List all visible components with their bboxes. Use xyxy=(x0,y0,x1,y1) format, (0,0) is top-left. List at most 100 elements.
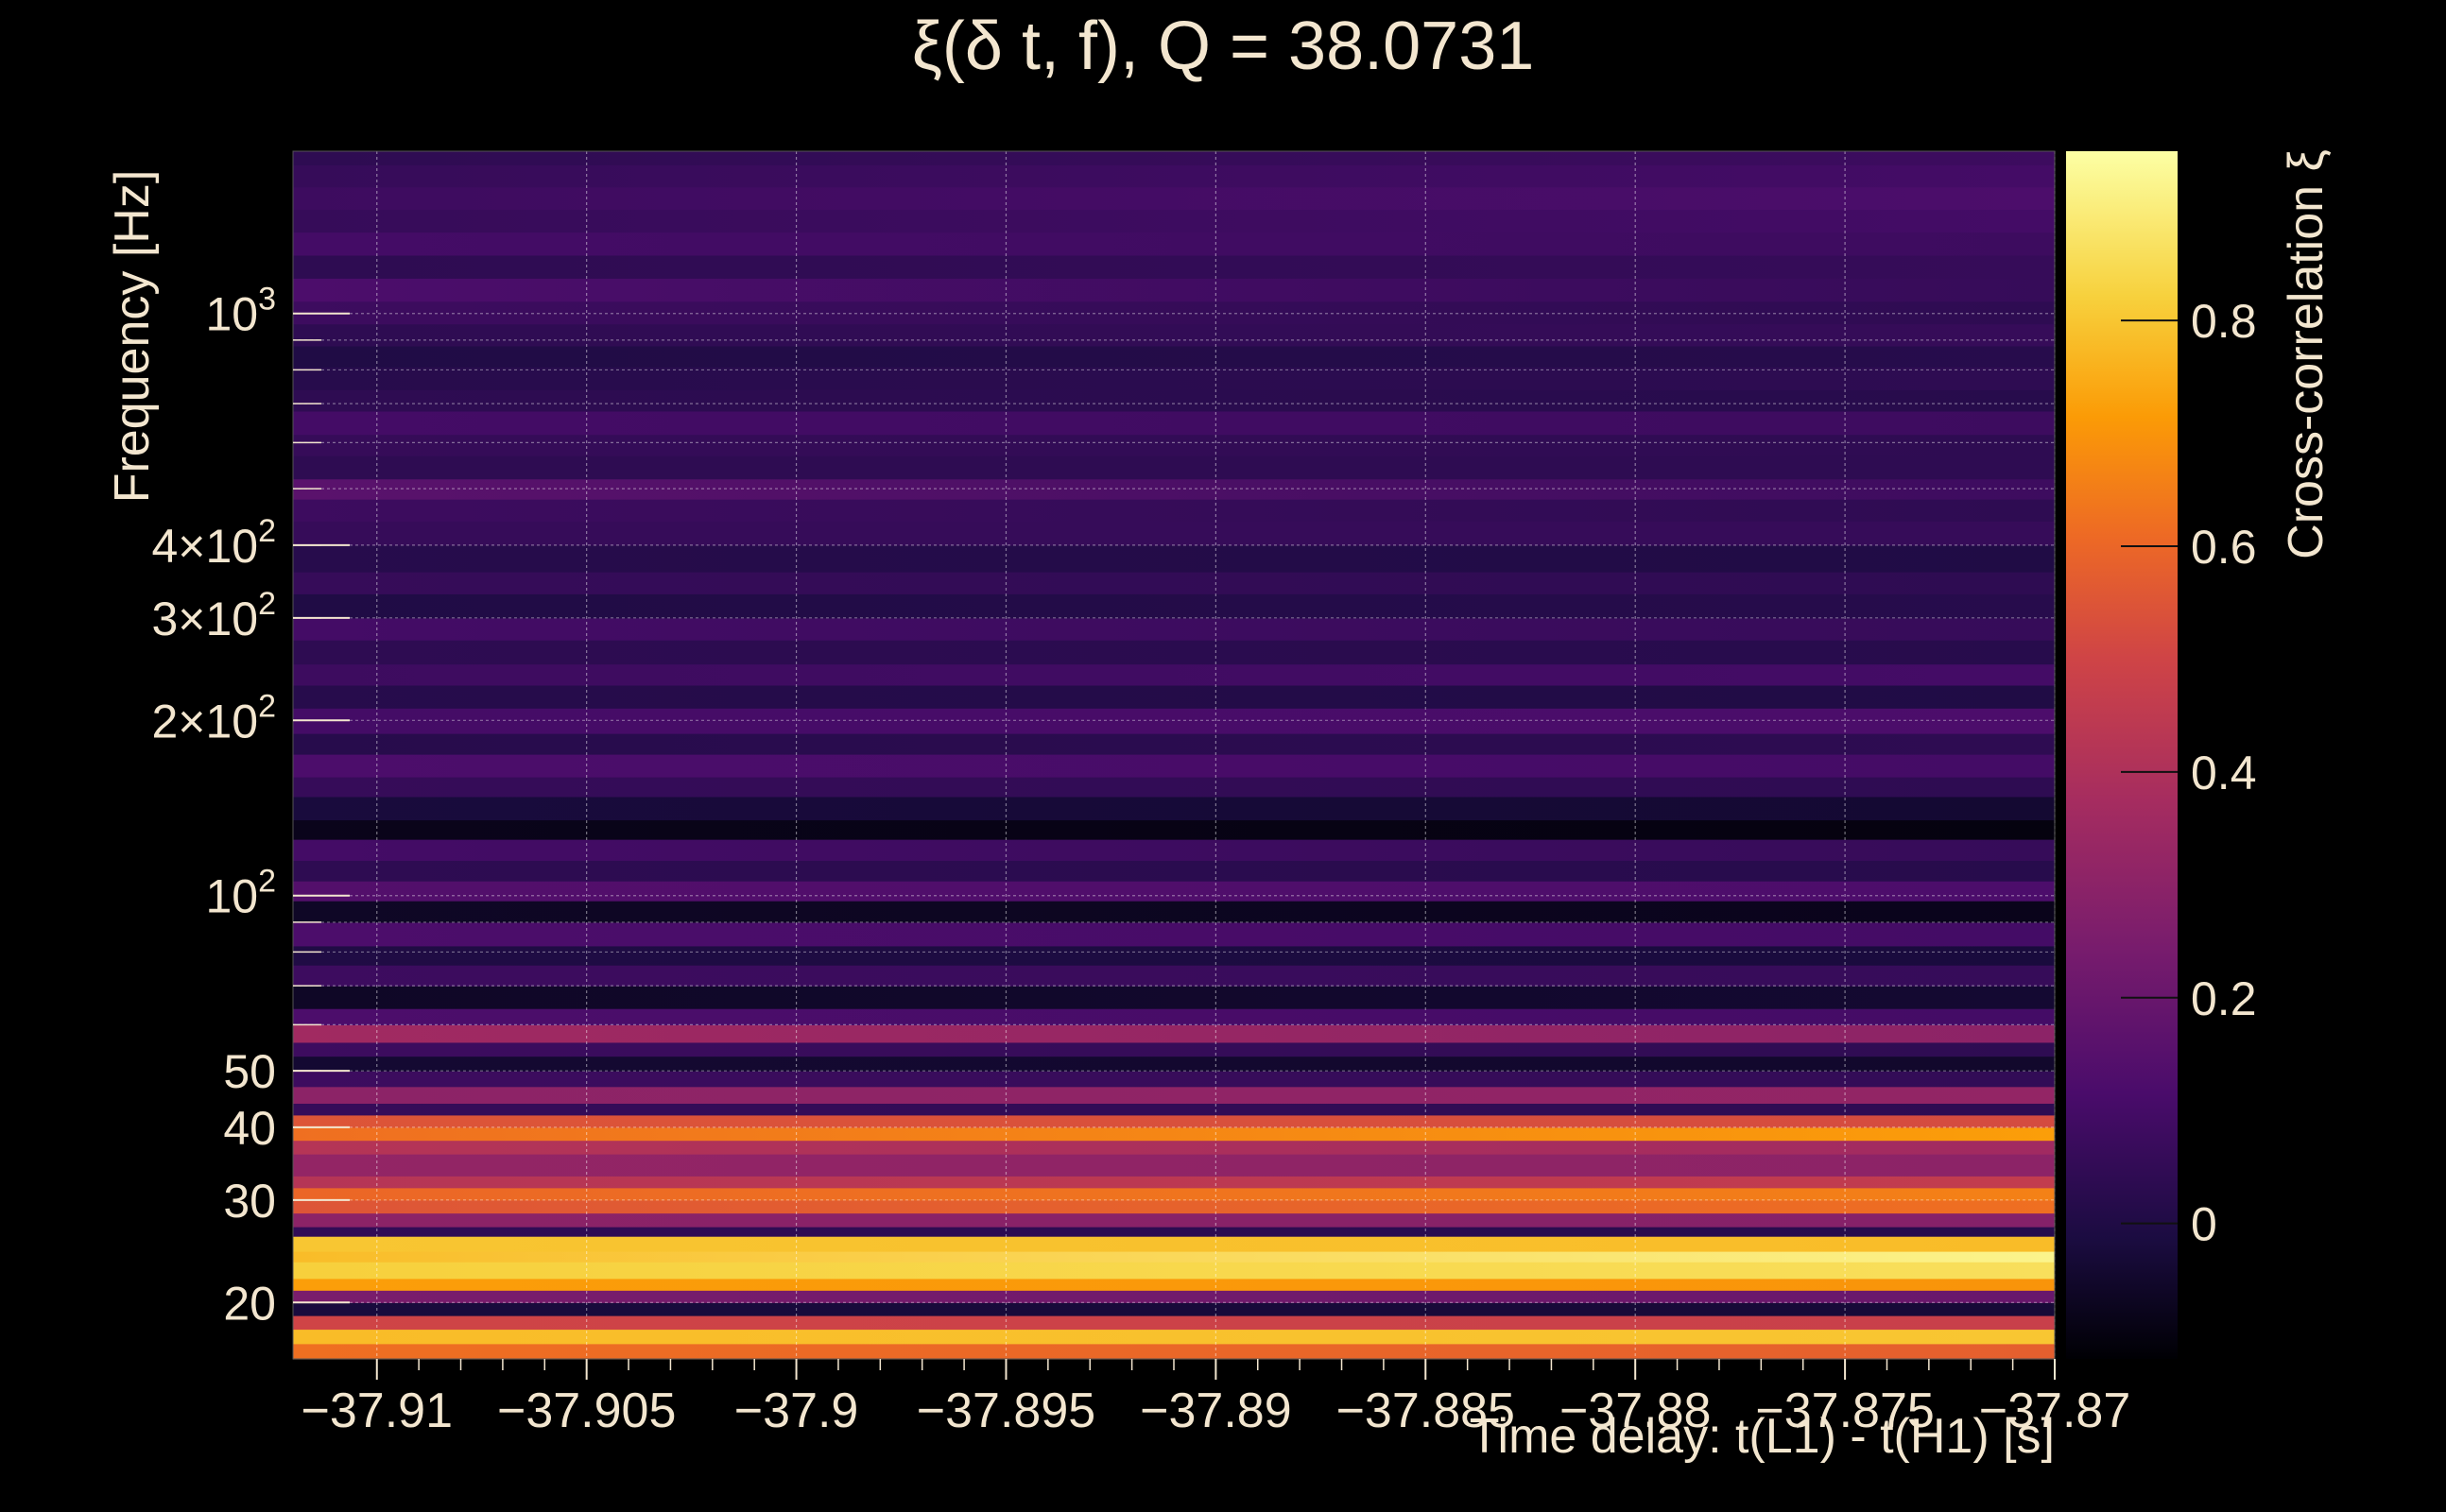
y-tick-label: 3×102 xyxy=(151,586,276,645)
heatmap-band xyxy=(293,965,2055,987)
heatmap-band xyxy=(293,986,2055,1009)
heatmap-band xyxy=(293,1262,2055,1280)
x-tick-label: −37.87 xyxy=(1979,1383,2131,1438)
heatmap-band xyxy=(293,254,2055,279)
heatmap-band xyxy=(293,1103,2055,1116)
x-tick-label: −37.885 xyxy=(1336,1383,1515,1438)
heatmap-band xyxy=(293,593,2055,619)
heatmap-band xyxy=(293,1154,2055,1177)
x-tick-label: −37.905 xyxy=(497,1383,676,1438)
heatmap-band xyxy=(293,164,2055,188)
colorbar-axis: 0 0.2 0.4 0.6 0.8 xyxy=(2121,295,2257,1251)
heatmap-band xyxy=(293,1024,2055,1043)
heatmap-band xyxy=(293,1056,2055,1072)
heatmap-band xyxy=(293,186,2055,211)
heatmap-band xyxy=(293,572,2055,594)
heatmap-band xyxy=(293,345,2055,368)
chart-title: ξ(δ t, f), Q = 38.0731 xyxy=(911,9,1535,84)
x-axis: −37.91 −37.905 −37.9 −37.895 −37.89 −37.885 −3… xyxy=(301,1359,2131,1438)
x-tick-label: −37.875 xyxy=(1755,1383,1934,1438)
heatmap-band xyxy=(293,521,2055,546)
heatmap-band xyxy=(293,499,2055,522)
colorbar xyxy=(2066,151,2178,1359)
heatmap-band xyxy=(293,232,2055,256)
heatmap-band xyxy=(293,860,2055,882)
y-tick-label: 30 xyxy=(223,1175,276,1228)
heatmap-band xyxy=(293,278,2055,302)
heatmap-band xyxy=(293,301,2055,325)
heatmap-band xyxy=(293,819,2055,840)
heatmap-band xyxy=(293,1114,2055,1128)
colorbar-tick-label: 0.2 xyxy=(2191,972,2257,1025)
heatmap-band xyxy=(293,1278,2055,1291)
heatmap-band xyxy=(293,921,2055,947)
heatmap-band xyxy=(293,1041,2055,1057)
heatmap-band xyxy=(293,1290,2055,1303)
heatmap-band xyxy=(293,434,2055,456)
colorbar-tick-label: 0.4 xyxy=(2191,747,2257,799)
heatmap-band xyxy=(293,1329,2055,1345)
y-axis-label: Frequency [Hz] xyxy=(105,169,160,504)
heatmap-band xyxy=(293,544,2055,573)
heatmap-band xyxy=(293,708,2055,734)
heatmap-band xyxy=(293,410,2055,436)
x-tick-label: −37.9 xyxy=(734,1383,859,1438)
colorbar-label: Cross-correlation ξ xyxy=(2279,149,2334,559)
x-tick-label: −37.91 xyxy=(301,1383,454,1438)
y-tick-label: 4×102 xyxy=(151,513,276,573)
heatmap-band xyxy=(293,1140,2055,1155)
heatmap-band xyxy=(293,1008,2055,1025)
heatmap-band xyxy=(293,151,2055,166)
heatmap-band xyxy=(293,1227,2055,1237)
heatmap-band xyxy=(293,640,2055,665)
heatmap-band xyxy=(293,1343,2055,1360)
heatmap-band xyxy=(293,663,2055,686)
heatmap-band xyxy=(293,1071,2055,1088)
heatmap-band xyxy=(293,754,2055,778)
y-tick-label: 103 xyxy=(205,282,276,341)
heatmap-band xyxy=(293,1315,2055,1331)
heatmap-band xyxy=(293,796,2055,821)
heatmap-band xyxy=(293,839,2055,861)
colorbar-label-wrap: Cross-correlation ξ xyxy=(2279,149,2334,559)
heatmap-band xyxy=(293,1086,2055,1104)
heatmap-band xyxy=(293,1212,2055,1228)
heatmap-band xyxy=(293,209,2055,233)
colorbar-tick-label: 0.6 xyxy=(2191,521,2257,574)
y-tick-label: 50 xyxy=(223,1045,276,1098)
heatmap-band xyxy=(293,1236,2055,1252)
x-tick-label: −37.895 xyxy=(917,1383,1095,1438)
heatmap-band xyxy=(293,1126,2055,1142)
x-tick-label: −37.88 xyxy=(1559,1383,1712,1438)
heatmap-bands xyxy=(293,151,2055,1360)
heatmap-band xyxy=(293,1176,2055,1189)
heatmap-band xyxy=(293,617,2055,641)
x-axis-label: Time delay: t(L1) - t(H1) [s] xyxy=(1469,1409,2055,1464)
heatmap-band xyxy=(293,323,2055,347)
y-tick-label: 40 xyxy=(223,1102,276,1155)
colorbar-tick-label: 0.8 xyxy=(2191,295,2257,348)
heatmap-band xyxy=(293,1187,2055,1201)
y-axis-label-wrap: Frequency [Hz] xyxy=(105,170,160,504)
heatmap-band xyxy=(293,1302,2055,1316)
grid-lines xyxy=(293,151,2056,1359)
y-tick-label: 2×102 xyxy=(151,688,276,747)
heatmap-band xyxy=(293,776,2055,798)
heatmap-band xyxy=(293,684,2055,709)
heatmap-band xyxy=(293,945,2055,966)
heatmap-band xyxy=(293,881,2055,902)
heatmap-band xyxy=(293,733,2055,755)
heatmap-band xyxy=(293,389,2055,412)
heatmap-band xyxy=(293,901,2055,923)
heatmap-band xyxy=(293,1251,2055,1263)
x-tick-label: −37.89 xyxy=(1140,1383,1292,1438)
y-tick-label: 20 xyxy=(223,1277,276,1330)
colorbar-tick-label: 0 xyxy=(2191,1198,2217,1251)
y-tick-label: 102 xyxy=(205,864,276,923)
heatmap-band xyxy=(293,478,2055,500)
heatmap-band xyxy=(293,1199,2055,1214)
heatmap-band xyxy=(293,455,2055,480)
heatmap-band xyxy=(293,367,2055,390)
